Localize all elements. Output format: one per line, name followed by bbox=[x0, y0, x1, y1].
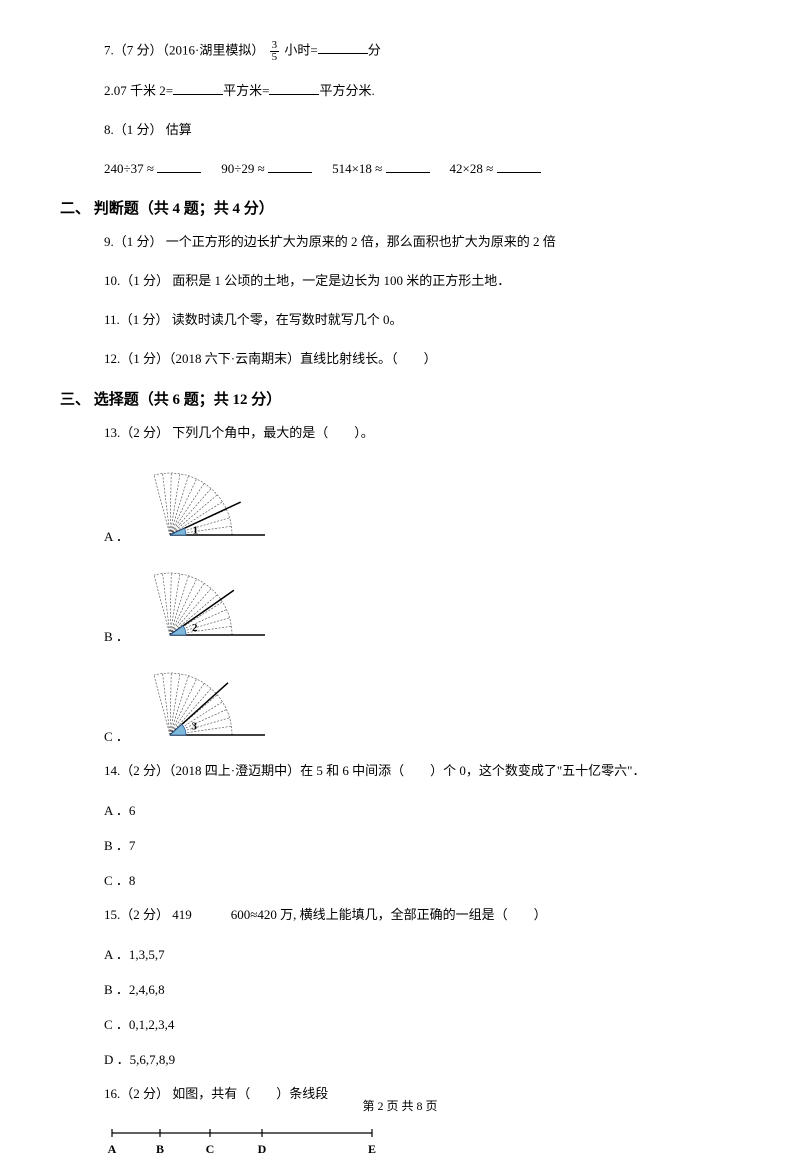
fan-diagram-1: 1 bbox=[140, 461, 270, 545]
question-11: 11.（1 分） 读数时读几个零，在写数时就写几个 0。 bbox=[60, 310, 740, 331]
question-8-items: 240÷37 ≈ 90÷29 ≈ 514×18 ≈ 42×28 ≈ bbox=[60, 159, 740, 180]
question-15-stem: 15.（2 分） 419 600≈420 万, 横线上能填几，全部正确的一组是（… bbox=[60, 905, 740, 926]
svg-text:A: A bbox=[108, 1142, 117, 1156]
blank[interactable] bbox=[497, 159, 541, 173]
q8-item-1: 90÷29 ≈ bbox=[221, 159, 312, 180]
blank[interactable] bbox=[173, 81, 223, 95]
q7-text1: 小时= bbox=[284, 42, 317, 57]
q15-option-c: C ．0,1,2,3,4 bbox=[60, 1014, 740, 1033]
svg-text:C: C bbox=[206, 1142, 215, 1156]
svg-text:1: 1 bbox=[193, 525, 199, 537]
question-10: 10.（1 分） 面积是 1 公顷的土地，一定是边长为 100 米的正方形土地． bbox=[60, 271, 740, 292]
q7-l2c: 平方分米. bbox=[319, 83, 374, 98]
question-14-stem: 14.（2 分）（2018 四上·澄迈期中）在 5 和 6 中间添（ ）个 0，… bbox=[60, 761, 740, 782]
blank[interactable] bbox=[386, 159, 430, 173]
svg-text:D: D bbox=[258, 1142, 267, 1156]
q13-option-c: C ． 3 bbox=[60, 661, 740, 745]
blank[interactable] bbox=[268, 159, 312, 173]
q13-optA-label: A ． bbox=[104, 529, 129, 544]
question-12: 12.（1 分）（2018 六下·云南期末）直线比射线长。（ ） bbox=[60, 349, 740, 370]
segment-diagram: A B C D E bbox=[104, 1123, 740, 1163]
page-footer: 第 2 页 共 8 页 bbox=[0, 1097, 800, 1114]
svg-text:E: E bbox=[368, 1142, 376, 1156]
q15-option-b: B ．2,4,6,8 bbox=[60, 979, 740, 998]
q7-l2a: 2.07 千米 2= bbox=[104, 83, 173, 98]
q7-label: 7.（7 分）（2016·湖里模拟） bbox=[104, 42, 268, 57]
question-8-label: 8.（1 分） 估算 bbox=[60, 120, 740, 141]
fraction-3-5: 3 5 bbox=[270, 40, 280, 63]
q14-option-c: C ．8 bbox=[60, 870, 740, 889]
q14-option-a: A ．6 bbox=[60, 800, 740, 819]
section-3-header: 三、 选择题（共 6 题；共 12 分） bbox=[60, 388, 740, 409]
svg-text:B: B bbox=[156, 1142, 164, 1156]
blank[interactable] bbox=[157, 159, 201, 173]
question-9: 9.（1 分） 一个正方形的边长扩大为原来的 2 倍，那么面积也扩大为原来的 2… bbox=[60, 232, 740, 253]
q8-item-0: 240÷37 ≈ bbox=[104, 159, 201, 180]
q14-option-b: B ．7 bbox=[60, 835, 740, 854]
question-7-line2: 2.07 千米 2= 平方米= 平方分米. bbox=[60, 81, 740, 102]
q13-optB-label: B ． bbox=[104, 629, 129, 644]
q8-item-3: 42×28 ≈ bbox=[450, 159, 541, 180]
fan-diagram-2: 2 bbox=[140, 561, 270, 645]
q7-text2: 分 bbox=[368, 42, 381, 57]
q8-label-text: 8.（1 分） 估算 bbox=[104, 122, 192, 137]
section-2-header: 二、 判断题（共 4 题；共 4 分） bbox=[60, 197, 740, 218]
q7-l2b: 平方米= bbox=[223, 83, 269, 98]
svg-text:2: 2 bbox=[192, 623, 198, 635]
q15-option-d: D ．5,6,7,8,9 bbox=[60, 1049, 740, 1068]
q15-option-a: A ．1,3,5,7 bbox=[60, 944, 740, 963]
q13-optC-label: C ． bbox=[104, 729, 129, 744]
q8-item-2: 514×18 ≈ bbox=[332, 159, 429, 180]
fan-diagram-3: 3 bbox=[140, 661, 270, 745]
svg-text:3: 3 bbox=[192, 721, 198, 733]
q13-option-b: B ． 2 bbox=[60, 561, 740, 645]
q13-option-a: A ． 1 bbox=[60, 461, 740, 545]
blank[interactable] bbox=[318, 40, 368, 54]
blank[interactable] bbox=[269, 81, 319, 95]
question-7: 7.（7 分）（2016·湖里模拟） 3 5 小时= 分 bbox=[60, 40, 740, 63]
question-13-stem: 13.（2 分） 下列几个角中，最大的是（ ）。 bbox=[60, 423, 740, 444]
